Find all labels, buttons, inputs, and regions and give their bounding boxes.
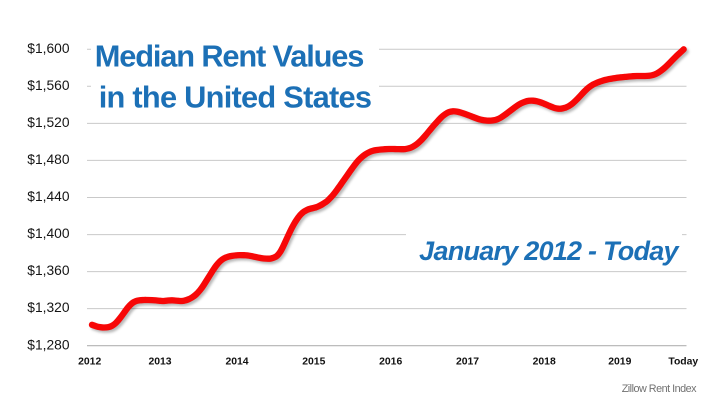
svg-text:2012: 2012 xyxy=(78,357,101,368)
svg-text:$1,360: $1,360 xyxy=(27,263,70,278)
svg-text:2017: 2017 xyxy=(456,357,479,368)
svg-text:2018: 2018 xyxy=(533,357,556,368)
svg-text:$1,280: $1,280 xyxy=(27,337,70,352)
svg-text:$1,480: $1,480 xyxy=(27,152,70,167)
svg-text:$1,320: $1,320 xyxy=(27,300,70,315)
svg-text:$1,560: $1,560 xyxy=(27,78,70,93)
svg-text:2013: 2013 xyxy=(148,357,171,368)
svg-text:$1,440: $1,440 xyxy=(27,189,70,204)
svg-text:Today: Today xyxy=(668,357,698,368)
svg-text:Zillow Rent Index: Zillow Rent Index xyxy=(622,383,697,395)
svg-text:January 2012 - Today: January 2012 - Today xyxy=(419,236,680,266)
svg-text:2015: 2015 xyxy=(302,357,325,368)
svg-text:$1,600: $1,600 xyxy=(27,41,70,56)
svg-text:in the United States: in the United States xyxy=(99,80,371,115)
svg-text:2016: 2016 xyxy=(379,357,402,368)
svg-text:2014: 2014 xyxy=(225,357,248,368)
svg-text:Median Rent Values: Median Rent Values xyxy=(95,38,364,73)
svg-text:$1,520: $1,520 xyxy=(27,115,70,130)
svg-text:$1,400: $1,400 xyxy=(27,226,70,241)
svg-text:2019: 2019 xyxy=(608,357,631,368)
